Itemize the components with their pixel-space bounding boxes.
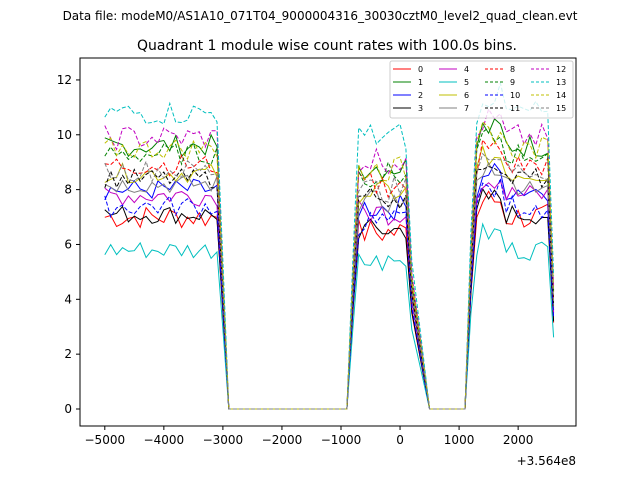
series-line-15 xyxy=(104,152,555,410)
series-line-3 xyxy=(104,187,555,410)
x-tick-label: 0 xyxy=(396,433,404,447)
axes-frame xyxy=(79,57,577,427)
x-offset-text: +3.564e8 xyxy=(517,454,576,468)
y-tick-label: 8 xyxy=(64,183,72,197)
y-tick-label: 12 xyxy=(57,73,72,87)
x-tick-label: 1000 xyxy=(444,433,475,447)
y-tick-label: 10 xyxy=(57,128,72,142)
series-line-2 xyxy=(104,162,555,410)
legend-label: 11 xyxy=(510,104,520,113)
chart-suptitle: Data file: modeM0/AS1A10_071T04_90000043… xyxy=(63,9,578,23)
series-line-12 xyxy=(104,107,555,410)
legend-label: 5 xyxy=(464,78,469,87)
legend-label: 15 xyxy=(556,104,566,113)
legend-label: 10 xyxy=(510,91,520,100)
legend-label: 8 xyxy=(510,65,515,74)
legend-label: 14 xyxy=(556,91,566,100)
x-tick-label: −2000 xyxy=(262,433,303,447)
series-line-11 xyxy=(104,165,555,410)
series-line-1 xyxy=(104,118,555,410)
legend-label: 9 xyxy=(510,78,515,87)
x-axis: −5000 −4000 −3000 −2000 −1000 0 1000 2000 xyxy=(85,426,534,447)
x-tick-label: −1000 xyxy=(321,433,362,447)
legend-label: 0 xyxy=(418,65,423,74)
series-line-13 xyxy=(104,81,555,410)
series-line-9 xyxy=(104,126,555,410)
series-line-0 xyxy=(104,190,555,410)
y-tick-label: 6 xyxy=(64,237,72,251)
y-axis: 0 2 4 6 8 10 12 xyxy=(57,73,80,416)
legend-label: 4 xyxy=(464,65,469,74)
series-layer xyxy=(104,81,555,410)
x-tick-label: 2000 xyxy=(503,433,534,447)
y-tick-label: 2 xyxy=(64,347,72,361)
x-tick-label: −4000 xyxy=(144,433,185,447)
series-line-5 xyxy=(104,222,555,410)
x-tick-label: −5000 xyxy=(85,433,126,447)
legend-label: 7 xyxy=(464,104,469,113)
legend-frame xyxy=(389,60,574,119)
series-line-14 xyxy=(104,121,555,410)
legend-label: 3 xyxy=(418,104,423,113)
legend-label: 6 xyxy=(464,91,469,100)
x-tick-label: −3000 xyxy=(203,433,244,447)
legend-label: 13 xyxy=(556,78,566,87)
legend-label: 2 xyxy=(418,91,423,100)
series-line-7 xyxy=(104,161,555,410)
chart-title: Quadrant 1 module wise count rates with … xyxy=(137,38,517,54)
legend-label: 12 xyxy=(556,65,566,74)
legend-label: 1 xyxy=(418,78,423,87)
y-tick-label: 0 xyxy=(64,402,72,416)
y-tick-label: 4 xyxy=(64,292,72,306)
